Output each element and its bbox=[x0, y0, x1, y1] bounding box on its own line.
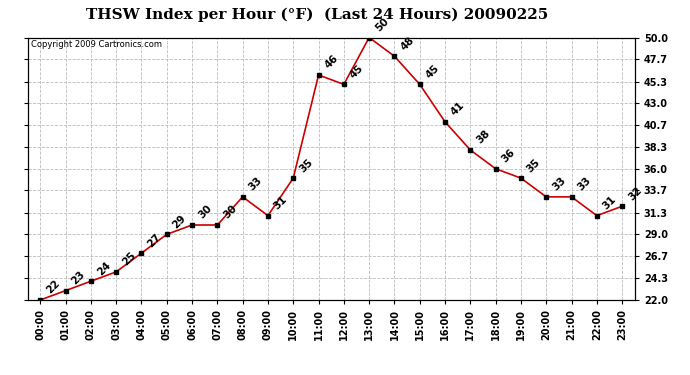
Text: 31: 31 bbox=[272, 194, 289, 211]
Text: 25: 25 bbox=[120, 251, 137, 268]
Text: 50: 50 bbox=[373, 16, 391, 33]
Text: Copyright 2009 Cartronics.com: Copyright 2009 Cartronics.com bbox=[30, 40, 161, 49]
Text: 38: 38 bbox=[475, 129, 492, 146]
Text: 24: 24 bbox=[95, 260, 112, 277]
Text: 27: 27 bbox=[146, 231, 163, 249]
Text: 29: 29 bbox=[171, 213, 188, 230]
Text: 32: 32 bbox=[627, 185, 644, 202]
Text: 35: 35 bbox=[297, 157, 315, 174]
Text: 33: 33 bbox=[247, 176, 264, 193]
Text: 45: 45 bbox=[348, 63, 366, 80]
Text: 48: 48 bbox=[399, 34, 416, 52]
Text: 33: 33 bbox=[551, 176, 568, 193]
Text: 22: 22 bbox=[44, 279, 61, 296]
Text: 35: 35 bbox=[525, 157, 542, 174]
Text: 41: 41 bbox=[449, 100, 466, 118]
Text: 36: 36 bbox=[500, 147, 517, 165]
Text: 46: 46 bbox=[323, 53, 340, 71]
Text: THSW Index per Hour (°F)  (Last 24 Hours) 20090225: THSW Index per Hour (°F) (Last 24 Hours)… bbox=[86, 8, 549, 22]
Text: 30: 30 bbox=[196, 204, 213, 221]
Text: 30: 30 bbox=[221, 204, 239, 221]
Text: 23: 23 bbox=[70, 269, 87, 286]
Text: 45: 45 bbox=[424, 63, 442, 80]
Text: 31: 31 bbox=[601, 194, 618, 211]
Text: 33: 33 bbox=[575, 176, 593, 193]
